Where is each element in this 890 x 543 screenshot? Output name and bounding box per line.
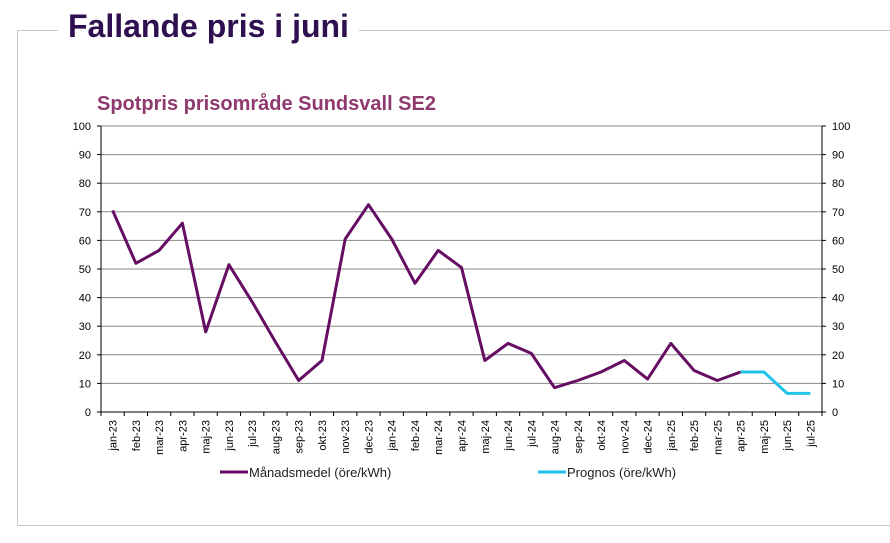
x-tick-label: maj-24 (480, 420, 492, 454)
x-tick-label: sep-24 (573, 420, 585, 454)
legend-label-manadsmedel: Månadsmedel (öre/kWh) (249, 465, 391, 480)
x-tick-label: maj-23 (201, 420, 213, 454)
x-tick-label: mar-25 (712, 420, 724, 455)
x-tick-label: jun-25 (782, 420, 794, 452)
series-lines (111, 203, 811, 395)
x-tick-label: feb-25 (689, 420, 701, 451)
y-tick-label-right: 20 (832, 350, 844, 362)
x-tick-label: feb-24 (410, 420, 422, 451)
x-tick-label: jul-23 (247, 420, 259, 448)
x-tick-label: jun-24 (503, 420, 515, 452)
x-tick-label: mar-23 (154, 420, 166, 455)
chart-frame (17, 30, 890, 526)
y-tick-label-left: 10 (79, 378, 91, 390)
x-tick-label: aug-23 (270, 420, 282, 454)
y-tick-label-right: 50 (832, 264, 844, 276)
x-tick-label: nov-23 (340, 420, 352, 454)
y-tick-label-right: 90 (832, 150, 844, 162)
y-tick-label-left: 40 (79, 293, 91, 305)
x-tick-label: dec-23 (363, 420, 375, 454)
y-tick-label-left: 90 (79, 150, 91, 162)
x-tick-label: apr-23 (177, 420, 189, 452)
x-tick-label: okt-23 (317, 420, 329, 451)
y-tick-label-left: 0 (85, 407, 91, 419)
x-tick-label: nov-24 (619, 420, 631, 454)
x-tick-label: dec-24 (643, 420, 655, 454)
series-line-0 (111, 203, 742, 390)
y-tick-label-left: 80 (79, 178, 91, 190)
axes: 0 0 10 10 20 20 30 30 40 40 50 50 60 60 70 70 80 80 90 90 10… (73, 121, 851, 455)
chart-title: Spotpris prisområde Sundsvall SE2 (97, 92, 436, 115)
series-line-1 (740, 370, 811, 395)
y-tick-label-left: 50 (79, 264, 91, 276)
x-tick-label: aug-24 (550, 420, 562, 454)
x-tick-label: maj-25 (759, 420, 771, 454)
x-tick-label: jan-24 (387, 420, 399, 452)
y-tick-label-right: 80 (832, 178, 844, 190)
x-tick-label: okt-24 (596, 420, 608, 451)
y-tick-label-left: 30 (79, 321, 91, 333)
x-tick-label: mar-24 (433, 420, 445, 455)
y-tick-label-right: 40 (832, 293, 844, 305)
y-tick-label-left: 20 (79, 350, 91, 362)
x-tick-label: jun-23 (224, 420, 236, 452)
page-heading: Fallande pris i juni (58, 4, 359, 48)
x-tick-label: jan-25 (666, 420, 678, 452)
x-tick-label: feb-23 (131, 420, 143, 451)
legend-label-prognos: Prognos (öre/kWh) (567, 465, 676, 480)
x-tick-label: jan-23 (108, 420, 120, 452)
y-tick-label-left: 60 (79, 235, 91, 247)
x-tick-label: jul-25 (805, 420, 817, 448)
y-tick-label-left: 100 (73, 121, 91, 133)
x-tick-label: sep-23 (294, 420, 306, 454)
x-tick-label: jul-24 (526, 420, 538, 448)
y-tick-label-right: 70 (832, 207, 844, 219)
y-tick-label-right: 60 (832, 235, 844, 247)
y-tick-label-right: 100 (832, 121, 850, 133)
y-tick-label-right: 30 (832, 321, 844, 333)
x-tick-label: apr-24 (457, 420, 469, 452)
x-tick-label: apr-25 (736, 420, 748, 452)
y-tick-label-right: 0 (832, 407, 838, 419)
y-tick-label-right: 10 (832, 378, 844, 390)
y-tick-label-left: 70 (79, 207, 91, 219)
legend: Månadsmedel (öre/kWh) Prognos (öre/kWh) (220, 465, 676, 480)
